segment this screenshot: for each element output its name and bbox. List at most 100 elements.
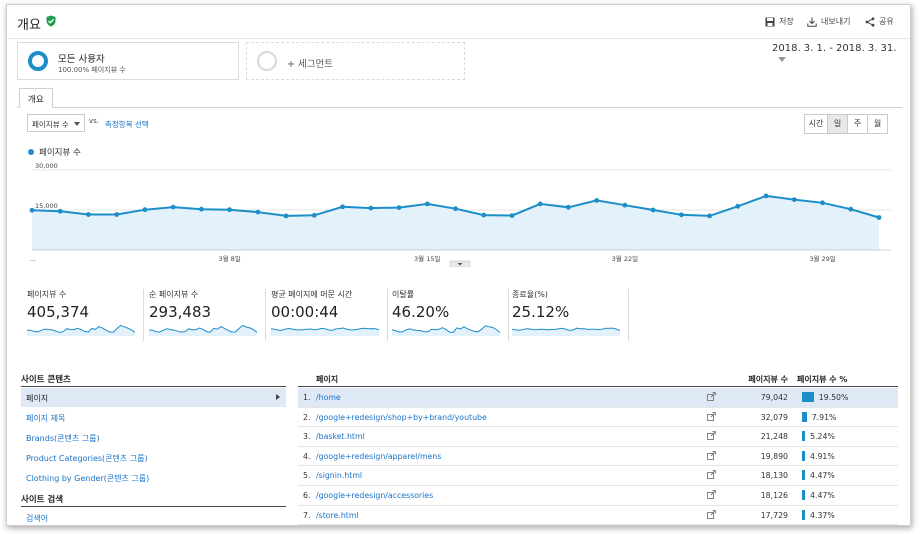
row-index: 4. xyxy=(303,451,311,461)
kpi-divider xyxy=(628,289,629,341)
kpi-card[interactable]: 종료율(%) 25.12% xyxy=(512,289,630,341)
data-point xyxy=(114,212,120,217)
kpi-sparkline-line xyxy=(27,324,135,333)
data-point xyxy=(509,213,515,218)
table-row: 5. /signin.html 18,130 4.47% xyxy=(298,466,898,486)
site-content-item-brands[interactable]: Brands(콘텐츠 그룹) xyxy=(26,434,100,443)
row-index: 7. xyxy=(303,510,311,520)
row-pct: 7.91% xyxy=(811,412,837,422)
site-content-item-page-title[interactable]: 페이지 제목 xyxy=(26,414,66,423)
x-tick-label: 3월 8일 xyxy=(218,254,240,263)
share-button[interactable]: 공유 xyxy=(865,16,894,27)
granularity-week-button[interactable]: 주 xyxy=(847,114,868,134)
row-page-link[interactable]: /store.html xyxy=(316,510,359,520)
data-point xyxy=(396,205,402,210)
data-point xyxy=(57,208,63,214)
row-pct: 4.47% xyxy=(810,471,835,481)
segment-all-users[interactable]: 모든 사용자 100.00% 페이지뷰 수 xyxy=(17,42,239,80)
kpi-label: 종료율(%) xyxy=(512,290,548,299)
data-point xyxy=(311,212,317,218)
granularity-day-button[interactable]: 일 xyxy=(827,114,848,134)
page-title: 개요 xyxy=(17,18,41,33)
column-header-pageviews[interactable]: 페이지뷰 수 xyxy=(748,375,788,384)
site-content-item-clothing-by-gender[interactable]: Clothing by Gender(콘텐츠 그룹) xyxy=(26,474,150,483)
data-point xyxy=(340,204,345,210)
external-link-icon[interactable] xyxy=(707,490,716,499)
kpi-card[interactable]: 평균 페이지에 머문 시간 00:00:44 xyxy=(271,289,389,341)
data-point xyxy=(453,206,458,212)
chevron-down-icon xyxy=(778,56,786,62)
granularity-hour-button[interactable]: 시간 xyxy=(804,114,828,134)
site-content-item-pages[interactable]: 페이지 xyxy=(21,388,286,407)
download-icon xyxy=(807,17,817,27)
row-pct: 4.91% xyxy=(810,451,835,461)
row-pageviews: 18,130 xyxy=(760,471,788,481)
analytics-overview-window: 개요 저장 내보내기 공유 모든 사용자 100.00% 페이지뷰 수 + 세그… xyxy=(6,4,911,526)
page-header: 개요 저장 내보내기 공유 xyxy=(7,5,910,39)
share-label: 공유 xyxy=(879,17,894,26)
tab-divider xyxy=(17,107,902,108)
kpi-sparkline xyxy=(271,327,379,336)
kpi-label: 평균 페이지에 머문 시간 xyxy=(271,290,353,299)
data-point xyxy=(368,205,374,211)
data-point xyxy=(170,204,176,210)
data-point xyxy=(791,197,797,202)
external-link-icon[interactable] xyxy=(707,411,716,421)
row-page-link[interactable]: /home xyxy=(316,393,341,402)
kpi-card[interactable]: 이탈률 46.20% xyxy=(392,289,510,341)
metric-select[interactable]: 페이지뷰 수 xyxy=(27,114,85,132)
kpi-value: 25.12% xyxy=(512,303,570,321)
granularity-month-button[interactable]: 월 xyxy=(867,114,888,134)
segment-ring-empty xyxy=(257,51,277,71)
tab-overview[interactable]: 개요 xyxy=(19,88,53,108)
data-point xyxy=(650,207,656,213)
row-page-link[interactable]: /basket.html xyxy=(316,432,365,442)
row-share-bar xyxy=(802,490,805,500)
external-link-icon[interactable] xyxy=(707,450,716,460)
x-tick-label: 3월 29일 xyxy=(809,254,835,263)
data-point xyxy=(735,203,741,209)
external-link-icon[interactable] xyxy=(707,470,716,480)
table-row: 3. /basket.html 21,248 5.24% xyxy=(298,427,898,447)
external-link-icon[interactable] xyxy=(707,392,716,401)
kpi-card[interactable]: 페이지뷰 수 405,374 xyxy=(27,289,145,341)
save-button[interactable]: 저장 xyxy=(765,16,794,27)
data-point xyxy=(227,207,233,213)
kpi-sparkline xyxy=(512,327,620,336)
x-tick-label: 3월 15일 xyxy=(414,254,440,263)
date-range-picker[interactable]: 2018. 3. 1. - 2018. 3. 31. xyxy=(772,43,910,65)
row-share-bar xyxy=(802,470,805,481)
data-point xyxy=(283,213,289,219)
choose-metric-link[interactable]: 측정항목 선택 xyxy=(105,120,149,129)
kpi-sparkline-line xyxy=(512,327,620,331)
legend-dot xyxy=(28,149,34,155)
data-point xyxy=(255,209,261,215)
column-header-page: 페이지 xyxy=(316,375,339,384)
add-segment-button[interactable]: + 세그먼트 xyxy=(246,42,465,80)
row-index: 6. xyxy=(303,491,311,500)
kpi-sparkline-area xyxy=(149,325,257,336)
metric-select-value: 페이지뷰 수 xyxy=(32,120,69,129)
row-page-link[interactable]: /google+redesign/shop+by+brand/youtube xyxy=(316,412,487,422)
data-point xyxy=(876,215,882,220)
site-content-item-product-categories[interactable]: Product Categories(콘텐츠 그룹) xyxy=(26,454,148,463)
table-row: 2. /google+redesign/shop+by+brand/youtube… xyxy=(298,408,898,428)
data-point xyxy=(142,207,148,213)
external-link-icon[interactable] xyxy=(707,431,716,441)
row-page-link[interactable]: /signin.html xyxy=(316,471,363,481)
site-search-item-search-terms[interactable]: 검색어 xyxy=(26,514,49,523)
kpi-card[interactable]: 순 페이지뷰 수 293,483 xyxy=(149,289,267,341)
kpi-value: 293,483 xyxy=(149,303,212,321)
segment-sub: 100.00% 페이지뷰 수 xyxy=(58,66,126,74)
kpi-sparkline xyxy=(27,324,135,336)
site-search-heading: 사이트 검색 xyxy=(21,493,286,507)
share-icon xyxy=(865,16,875,27)
row-share-bar xyxy=(802,411,807,422)
row-pageviews: 18,126 xyxy=(760,491,788,500)
row-page-link[interactable]: /google+redesign/apparel/mens xyxy=(316,451,442,461)
export-button[interactable]: 내보내기 xyxy=(807,16,850,27)
data-point xyxy=(848,206,854,212)
chevron-right-icon xyxy=(276,394,280,400)
external-link-icon[interactable] xyxy=(707,509,716,519)
row-page-link[interactable]: /google+redesign/accessories xyxy=(316,491,434,500)
